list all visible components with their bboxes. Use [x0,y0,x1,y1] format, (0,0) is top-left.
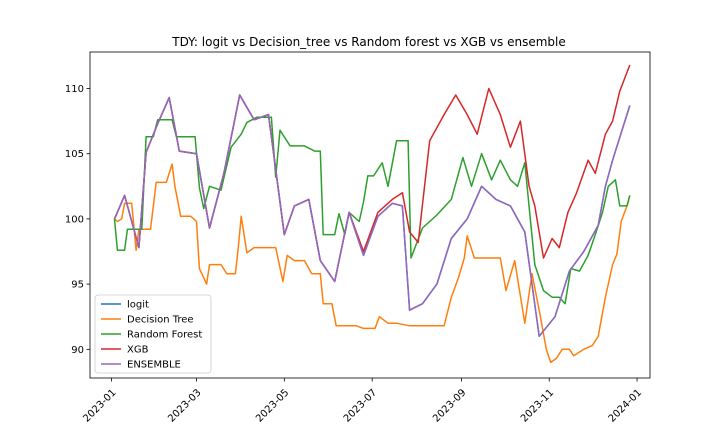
x-tick-label: 2023-11 [519,387,556,424]
series-line-ensemble [113,94,631,338]
chart-title: TDY: logit vs Decision_tree vs Random fo… [171,35,565,49]
series-layer [113,64,631,364]
y-tick-label: 90 [71,345,84,356]
legend-box [94,294,212,374]
plot-frame [89,51,651,379]
legend-label-random-forest: Random Forest [127,330,202,341]
x-axis: 2023-01 2023-03 2023-05 2023-07 2023-09 2023-… [81,378,644,425]
x-tick-label: 2023-01 [81,387,118,424]
y-tick-label: 105 [65,149,84,160]
legend-label-logit: logit [127,300,149,311]
x-tick-label: 2023-03 [166,387,203,424]
legend-label-ensemble: ENSEMBLE [127,360,181,371]
x-tick-label: 2023-09 [431,387,468,424]
series-line-xgb [113,64,631,283]
x-tick-label: 2024-01 [607,387,644,424]
series-line-decision-tree [113,163,631,364]
legend: logit Decision Tree Random Forest XGB ENSEMB… [94,294,212,374]
legend-label-decision-tree: Decision Tree [127,315,194,326]
y-tick-label: 100 [65,214,84,225]
series-line-random-forest [113,116,631,305]
y-tick-label: 95 [71,280,84,291]
y-axis: 90 95 100 105 110 [65,84,90,356]
legend-label-xgb: XGB [127,345,149,356]
x-tick-label: 2023-07 [342,387,379,424]
y-tick-label: 110 [65,84,84,95]
x-tick-label: 2023-05 [254,387,291,424]
